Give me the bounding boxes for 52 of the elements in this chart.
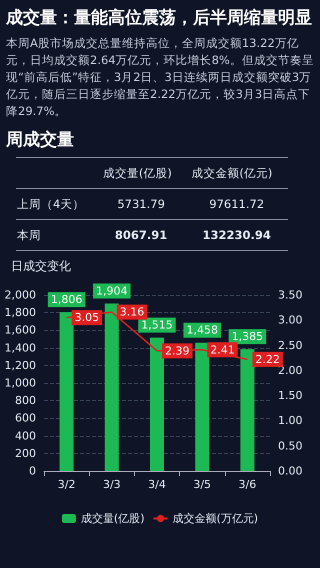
y2-tick-label: 1.50 <box>278 389 302 402</box>
y2-tick-label: 3.50 <box>278 288 302 302</box>
y2-tick-label: 0.50 <box>278 439 302 452</box>
y2-tick-label: 2.00 <box>278 364 302 377</box>
data-label: 97611.72 <box>208 196 266 213</box>
data-label: 1,904 <box>96 284 128 298</box>
x-tick-label: 3/2 <box>58 478 76 491</box>
data-label: 3.05 <box>74 311 100 324</box>
y-tick-label: 800 <box>15 394 36 408</box>
y2-tick-label: 2.50 <box>278 338 302 352</box>
legend-label: 成交量(亿股) <box>80 512 145 525</box>
y-tick-label: 0 <box>29 464 36 478</box>
y-tick-label: 400 <box>15 429 36 442</box>
data-label: 1,806 <box>50 293 82 306</box>
data-label: 5731.79 <box>116 196 166 213</box>
y-tick-label: 1,600 <box>4 324 36 337</box>
bar <box>195 342 210 471</box>
y2-tick-label: 3.00 <box>278 314 302 327</box>
y-tick-label: 200 <box>15 446 36 460</box>
data-label: 2.39 <box>165 344 190 358</box>
text: 本周A股市场成交总量维持高位，全周成交额13.22万亿元，日均成交额2.64万亿元，环比增长8%。但成交节奏呈现“前高后低”特征，3月2日、3日连续两日成交额突破3万亿元，随后三日逐步缩量至2.22万亿元，较3月3日高点下降29.7%。 <box>6 35 314 120</box>
bar <box>60 312 74 471</box>
data-label: 2.22 <box>255 352 280 366</box>
bar <box>150 338 164 471</box>
y-tick-label: 600 <box>15 412 36 425</box>
y-tick-label: 1,000 <box>4 376 36 390</box>
y-tick-label: 1,400 <box>4 341 36 354</box>
y-tick-label: 1,200 <box>4 358 36 372</box>
data-label: 132230.94 <box>202 227 272 244</box>
data-label: 1,385 <box>232 330 264 344</box>
data-label: 3.16 <box>120 306 144 319</box>
y-tick-label: 上周（4天） <box>16 196 86 212</box>
x-tick-label: 3/4 <box>148 478 166 491</box>
bar <box>104 303 119 471</box>
x-tick-label: 3/5 <box>193 478 212 491</box>
bar <box>240 349 254 471</box>
data-label: 8067.91 <box>114 227 168 244</box>
x-tick-label: 3/6 <box>238 478 256 491</box>
x-tick-label: 3/3 <box>102 478 121 491</box>
y-tick-label: 本周 <box>16 226 42 244</box>
text: 成交量：量能高位震荡，后半周缩量明显 <box>6 7 313 30</box>
y-tick-label: 1,800 <box>4 306 36 320</box>
y2-tick-label: 1.00 <box>278 414 302 428</box>
data-label: 1,458 <box>186 324 218 337</box>
x-tick-label: 成交金额(亿元) <box>190 164 274 182</box>
y-tick-label: 2,000 <box>4 288 36 302</box>
y2-tick-label: 0.00 <box>278 464 302 478</box>
chart-title: 周成交量 <box>6 129 75 152</box>
legend-label: 成交金额(万亿元) <box>172 512 258 525</box>
data-label: 2.41 <box>210 343 235 356</box>
data-label: 1,515 <box>141 318 173 332</box>
chart-title: 日成交变化 <box>11 259 71 273</box>
